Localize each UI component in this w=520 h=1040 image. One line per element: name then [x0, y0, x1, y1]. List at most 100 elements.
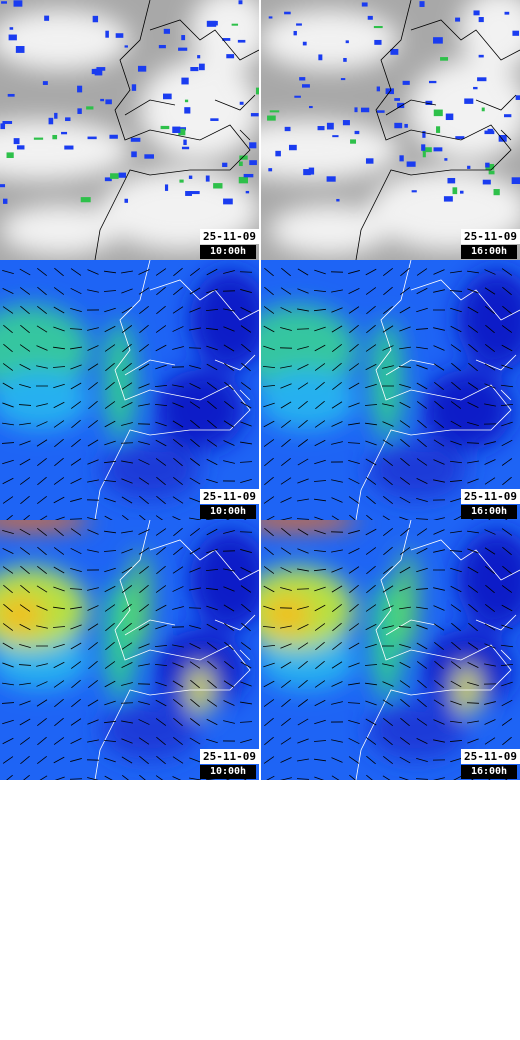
wind-arrow: [206, 623, 218, 631]
wind-arrow: [2, 402, 14, 408]
wind-arrow: [451, 362, 461, 372]
time-label: 10:00h: [200, 765, 256, 779]
wind-arrow: [155, 364, 167, 370]
wind-arrow: [416, 718, 428, 726]
wind-arrow: [382, 403, 394, 407]
wind-arrow: [155, 515, 164, 520]
wind-arrow: [450, 680, 462, 688]
wind-arrow: [190, 698, 200, 708]
wind-arrow: [348, 270, 360, 274]
wind-arrow: [365, 547, 377, 555]
wind-arrow: [382, 663, 394, 667]
wind-arrow: [87, 529, 99, 535]
wind-arrow: [467, 585, 479, 593]
wind-arrow: [138, 719, 150, 725]
wind-arrow: [6, 774, 13, 780]
wind-arrow: [314, 604, 326, 612]
wind-arrow: [37, 546, 47, 556]
wind-arrow: [281, 717, 291, 727]
precip: [284, 11, 291, 15]
wind-arrow: [39, 775, 48, 780]
wind-arrow: [240, 307, 252, 313]
wind-arrow: [104, 700, 116, 706]
wind-arrow: [138, 287, 150, 295]
precip: [197, 55, 201, 59]
wind-arrow: [263, 345, 275, 351]
precip: [411, 190, 417, 193]
wind-arrow: [121, 478, 133, 484]
wind-arrow: [416, 382, 428, 390]
wind-arrow: [399, 401, 411, 409]
wind-arrow: [415, 588, 429, 590]
wind-arrow: [70, 307, 82, 313]
wind-arrow: [70, 382, 82, 390]
wind-arrow: [416, 567, 428, 573]
precip: [294, 95, 301, 98]
precip: [105, 30, 109, 38]
wind-arrow: [70, 738, 82, 744]
precip: [178, 47, 188, 51]
wind-arrow: [18, 664, 32, 666]
wind-arrow: [501, 344, 513, 352]
wind-arrow: [501, 681, 513, 687]
wind-arrow: [2, 719, 14, 725]
field: [397, 550, 417, 650]
wind-arrow: [332, 344, 342, 352]
precip: [373, 25, 383, 29]
wind-arrow: [280, 307, 292, 313]
field: [155, 370, 245, 450]
precip: [188, 175, 193, 179]
wind-arrow: [313, 289, 327, 293]
wind-arrow: [53, 420, 65, 428]
wind-arrow: [450, 325, 462, 333]
wind-arrow: [36, 663, 48, 667]
wind-arrow: [297, 478, 309, 484]
wind-arrow: [266, 775, 275, 780]
precip: [77, 85, 83, 93]
wind-arrow: [70, 458, 82, 466]
wind-arrow: [467, 642, 479, 650]
cloud: [269, 205, 389, 255]
wind-arrow: [348, 422, 360, 426]
wind-arrow: [138, 459, 150, 465]
wind-arrow: [53, 547, 65, 555]
wind-arrow: [103, 739, 117, 743]
wind-arrow: [190, 419, 200, 429]
wind-arrow: [138, 441, 150, 445]
precip: [163, 93, 172, 100]
wind-arrow: [417, 698, 427, 708]
wind-arrow: [382, 439, 394, 447]
precip: [104, 177, 112, 182]
cloud: [0, 120, 130, 180]
precip: [428, 80, 437, 84]
wind-arrow: [223, 460, 235, 464]
wind-arrow: [104, 270, 116, 274]
wind-arrow: [484, 623, 496, 631]
wind-arrow: [399, 661, 411, 669]
wind-arrow: [103, 460, 117, 464]
wind-arrow: [88, 420, 98, 428]
wind-arrow: [450, 585, 462, 593]
wind-arrow: [500, 404, 514, 406]
wind-arrow: [87, 517, 99, 520]
wind-arrow: [3, 603, 13, 613]
map-panel: 25-11-09 16:00h: [261, 520, 520, 780]
wind-arrow: [54, 516, 65, 520]
wind-arrow: [20, 495, 30, 505]
wind-arrow: [467, 720, 479, 724]
precip: [245, 190, 250, 194]
wind-arrow: [348, 682, 360, 686]
precip: [86, 106, 94, 110]
wind-arrow: [189, 497, 201, 503]
wind-arrow: [155, 439, 167, 447]
wind-arrow: [434, 419, 444, 429]
wind-arrow: [366, 565, 376, 575]
wind-arrow: [172, 346, 184, 350]
wind-arrow: [450, 401, 462, 409]
wind-arrow: [349, 514, 356, 520]
precip: [115, 33, 124, 38]
wind-arrow: [383, 495, 393, 505]
wind-arrow: [314, 498, 326, 502]
map: [0, 260, 259, 520]
wind-arrow: [139, 755, 149, 765]
